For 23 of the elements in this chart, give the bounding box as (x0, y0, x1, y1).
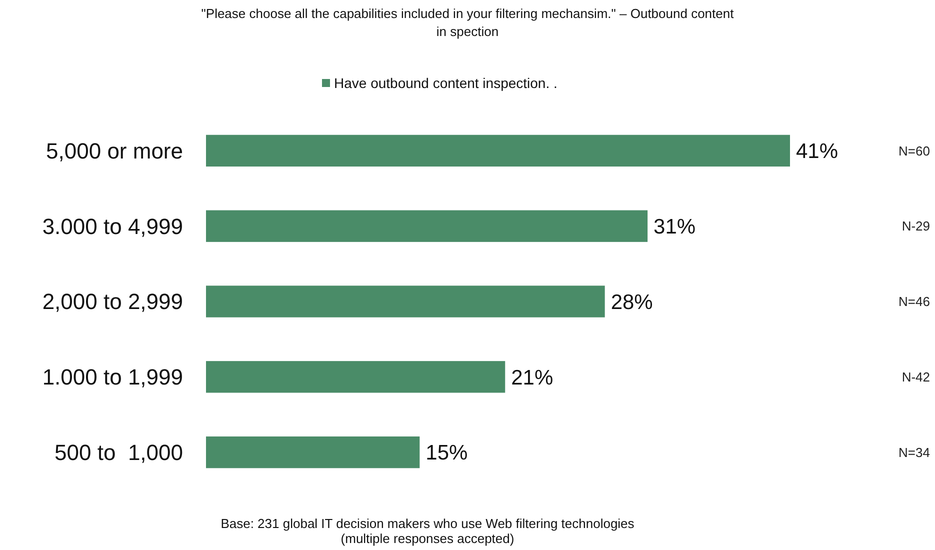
data-label: 15% (426, 442, 468, 465)
bar (206, 134, 790, 167)
text: Base: 231 global IT decision makers who use Web filtering technologies (multiple responses accepted) (220, 516, 635, 546)
data-label: 21% (511, 366, 554, 390)
bar (206, 361, 506, 393)
data-label: 41% (796, 140, 838, 164)
text: N=46 (898, 294, 930, 310)
chart-title: "Please choose all the capabilities included in your filtering mechansim." – Outbound content in spection (201, 6, 734, 39)
text: N-42 (902, 369, 930, 384)
y-tick-label: 3.000 to 4,999 (42, 214, 183, 239)
y-tick-label: 5,000 or more (46, 138, 183, 164)
bar (206, 436, 420, 468)
data-label: 28% (610, 290, 653, 314)
legend-label: Have outbound content inspection. . (334, 75, 558, 91)
text: N=34 (898, 444, 930, 460)
data-label: 31% (654, 215, 696, 238)
y-tick-label: 1.000 to 1,999 (42, 364, 183, 390)
text: N-29 (902, 218, 930, 234)
bar (206, 210, 648, 242)
text: N=60 (898, 143, 930, 158)
y-tick-label: 500 to 1,000 (54, 440, 183, 465)
y-tick-label: 2,000 to 2,999 (42, 289, 183, 314)
bar (206, 286, 605, 318)
